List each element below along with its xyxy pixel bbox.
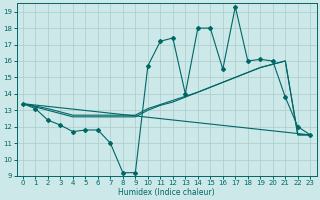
- X-axis label: Humidex (Indice chaleur): Humidex (Indice chaleur): [118, 188, 215, 197]
